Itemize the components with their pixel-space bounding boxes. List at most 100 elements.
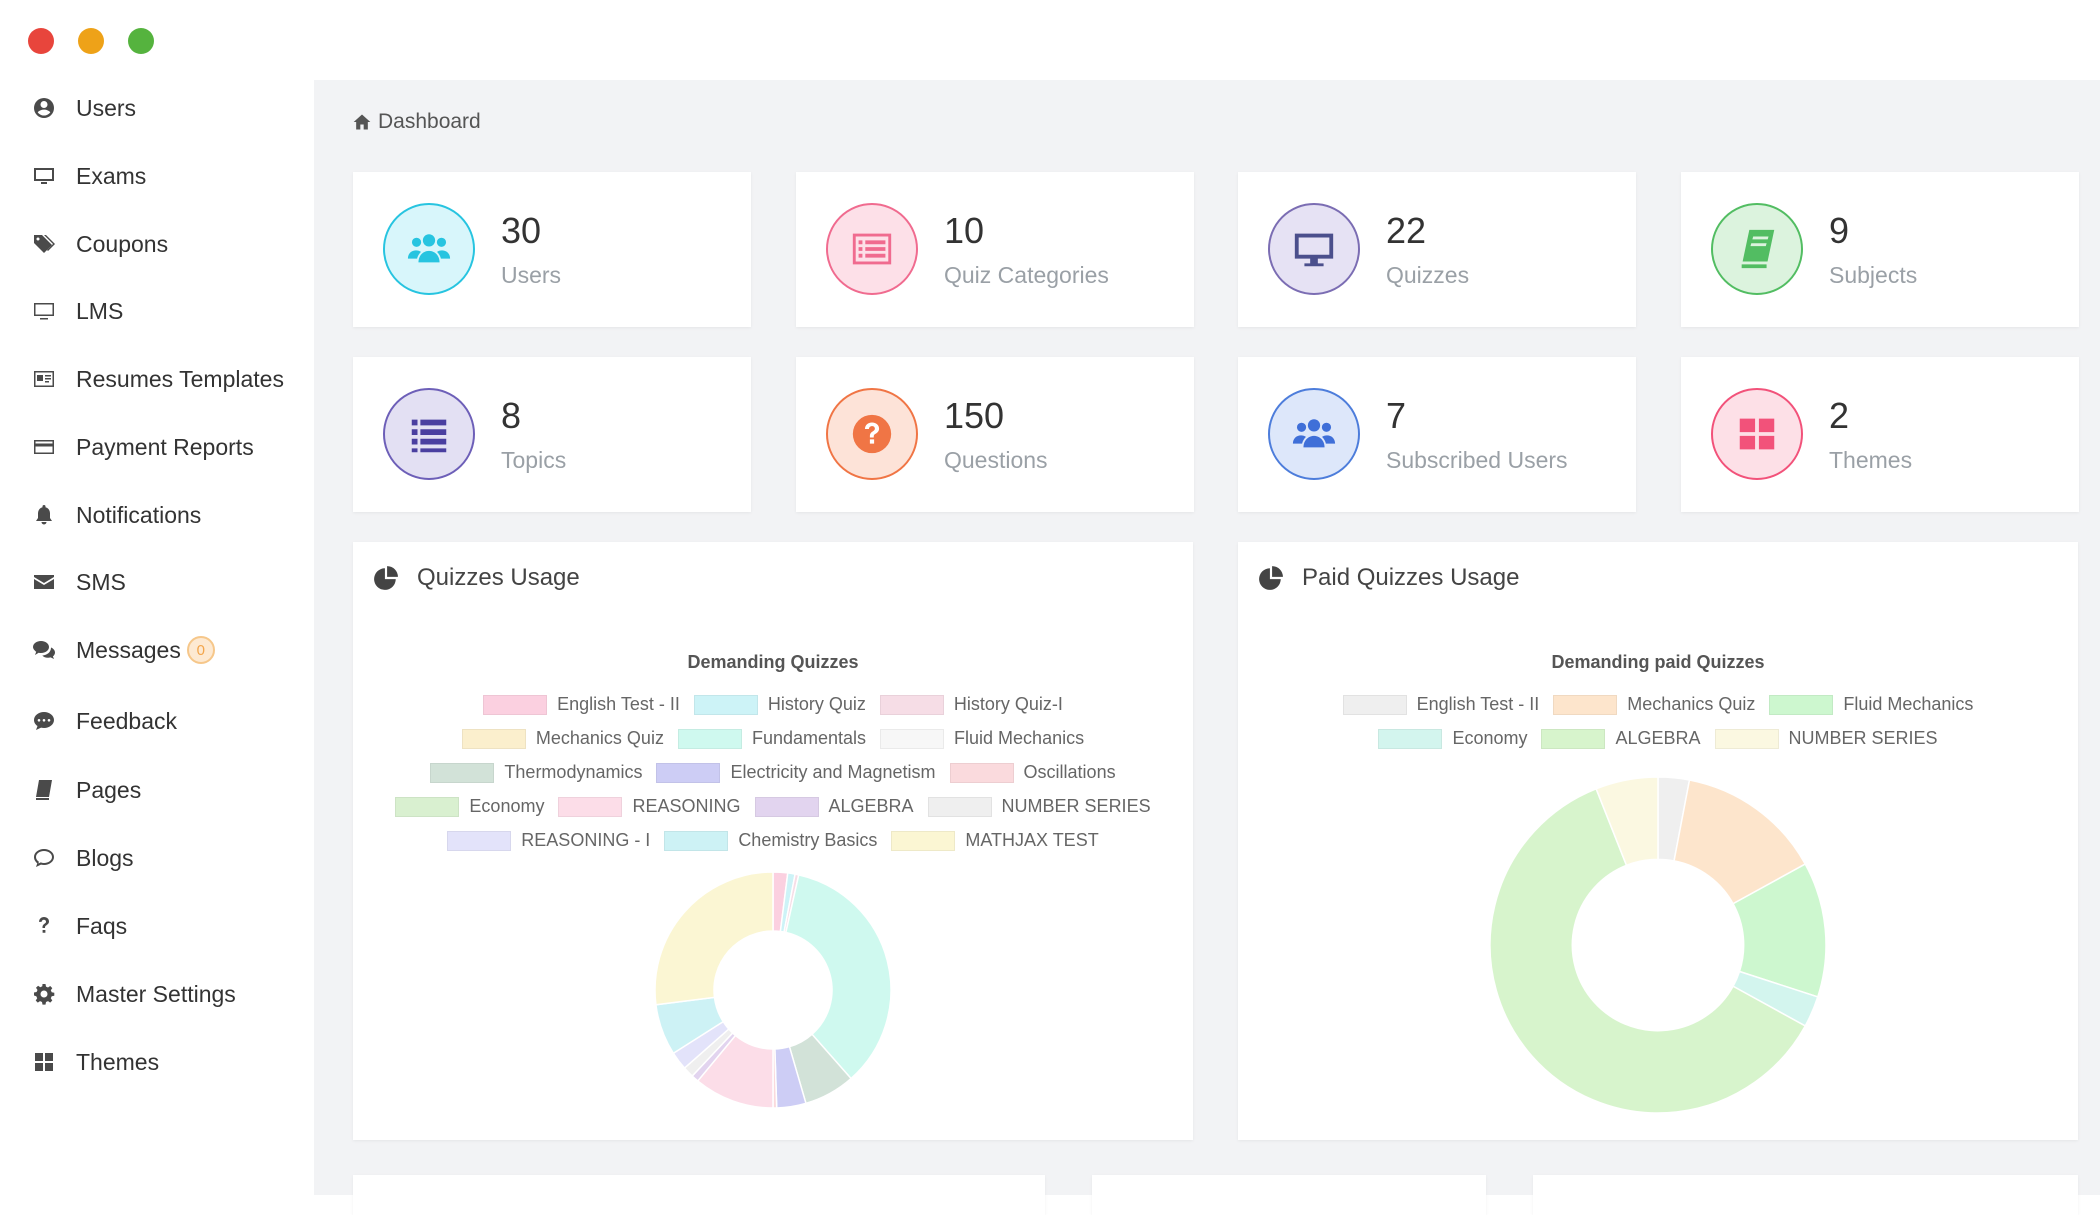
id-card-icon xyxy=(30,365,58,393)
legend-swatch xyxy=(1769,694,1834,715)
stat-card-subscribed-users[interactable]: 7 Subscribed Users xyxy=(1238,357,1636,512)
comments-icon xyxy=(30,636,58,664)
stat-card-themes[interactable]: 2 Themes xyxy=(1681,357,2079,512)
legend-label: MATHJAX TEST xyxy=(965,830,1099,850)
legend-item[interactable]: Mechanics Quiz xyxy=(1553,694,1755,715)
window-maximize-button[interactable] xyxy=(128,28,154,54)
sidebar-item-sms[interactable]: SMS xyxy=(30,557,126,607)
legend-item[interactable]: NUMBER SERIES xyxy=(1714,728,1938,749)
chart-header: Quizzes Usage xyxy=(373,564,580,592)
sidebar-item-exams[interactable]: Exams xyxy=(30,151,146,201)
paid-quizzes-usage-card: Paid Quizzes Usage Demanding paid Quizze… xyxy=(1238,542,2078,1140)
comment-dots-icon xyxy=(30,707,58,735)
sidebar-item-users[interactable]: Users xyxy=(30,83,136,133)
stat-card-quiz-categories[interactable]: 10 Quiz Categories xyxy=(796,172,1194,327)
quizzes-donut-chart xyxy=(654,871,892,1109)
sidebar-item-lms[interactable]: LMS xyxy=(30,286,123,336)
sidebar-item-label: Themes xyxy=(76,1048,160,1075)
stat-card-subjects[interactable]: 9 Subjects xyxy=(1681,172,2079,327)
stat-label: Topics xyxy=(501,447,567,473)
stat-card-topics[interactable]: 8 Topics xyxy=(353,357,751,512)
donut-slice-mathjax-test[interactable] xyxy=(654,871,774,1006)
list-icon xyxy=(383,388,475,480)
legend-swatch xyxy=(1541,728,1606,749)
legend-item[interactable]: Oscillations xyxy=(949,762,1116,783)
sidebar-item-resumes-templates[interactable]: Resumes Templates xyxy=(30,354,284,404)
chart-legend-row: REASONING - I Chemistry Basics MATHJAX T… xyxy=(353,830,1193,851)
legend-swatch xyxy=(430,762,495,783)
stat-card-quizzes[interactable]: 22 Quizzes xyxy=(1238,172,1636,327)
pie-chart-icon xyxy=(1259,566,1283,590)
legend-item[interactable]: Fluid Mechanics xyxy=(880,728,1084,749)
stat-label: Quiz Categories xyxy=(944,262,1109,288)
sidebar-item-messages[interactable]: Messages 0 xyxy=(30,625,215,675)
main-content: Dashboard 30 Users 10 Quiz Categories 22… xyxy=(314,80,2100,1215)
sidebar-item-pages[interactable]: Pages xyxy=(30,765,141,815)
legend-item[interactable]: REASONING xyxy=(558,796,741,817)
sidebar-item-themes[interactable]: Themes xyxy=(30,1037,159,1087)
window-close-button[interactable] xyxy=(28,28,54,54)
legend-label: Electricity and Magnetism xyxy=(730,762,936,782)
legend-swatch xyxy=(949,762,1014,783)
legend-item[interactable]: NUMBER SERIES xyxy=(927,796,1151,817)
legend-item[interactable]: Economy xyxy=(1378,728,1527,749)
legend-item[interactable]: English Test - II xyxy=(483,694,680,715)
stat-card-users[interactable]: 30 Users xyxy=(353,172,751,327)
bottom-card-middle xyxy=(1092,1175,1486,1215)
sidebar-item-feedback[interactable]: Feedback xyxy=(30,696,177,746)
sidebar-item-label: Master Settings xyxy=(76,980,236,1007)
legend-item[interactable]: REASONING - I xyxy=(447,830,650,851)
legend-swatch xyxy=(447,830,512,851)
legend-item[interactable]: MATHJAX TEST xyxy=(891,830,1099,851)
sidebar-item-notifications[interactable]: Notifications xyxy=(30,490,201,540)
legend-item[interactable]: Thermodynamics xyxy=(430,762,642,783)
sidebar-item-label: Feedback xyxy=(76,707,178,734)
legend-swatch xyxy=(693,694,758,715)
legend-item[interactable]: History Quiz-I xyxy=(879,694,1063,715)
breadcrumb[interactable]: Dashboard xyxy=(352,110,481,134)
speech-bubble-icon xyxy=(30,844,58,872)
legend-item[interactable]: ALGEBRA xyxy=(754,796,914,817)
stat-value: 10 xyxy=(944,210,985,251)
window-minimize-button[interactable] xyxy=(78,28,104,54)
sidebar-item-faqs[interactable]: Faqs xyxy=(30,901,127,951)
stat-value: 150 xyxy=(944,395,1005,436)
legend-item[interactable]: Electricity and Magnetism xyxy=(656,762,936,783)
quizzes-usage-card: Quizzes Usage Demanding Quizzes English … xyxy=(353,542,1193,1140)
legend-label: History Quiz-I xyxy=(953,694,1063,714)
legend-item[interactable]: Economy xyxy=(395,796,544,817)
donut-slice-number-series[interactable] xyxy=(1595,776,1659,867)
sidebar-item-blogs[interactable]: Blogs xyxy=(30,833,134,883)
legend-item[interactable]: English Test - II xyxy=(1342,694,1539,715)
donut-slice-fundamentals[interactable] xyxy=(784,873,892,1080)
stat-value: 7 xyxy=(1386,395,1407,436)
legend-item[interactable]: History Quiz xyxy=(693,694,866,715)
donut-slice-algebra[interactable] xyxy=(1489,787,1807,1114)
stat-card-questions[interactable]: 150 Questions xyxy=(796,357,1194,512)
legend-item[interactable]: Chemistry Basics xyxy=(664,830,877,851)
legend-label: Economy xyxy=(469,796,545,816)
sidebar-item-label: Notifications xyxy=(76,501,202,528)
sidebar-item-label: LMS xyxy=(76,297,124,324)
stat-label: Subscribed Users xyxy=(1386,447,1568,473)
legend-item[interactable]: Fundamentals xyxy=(677,728,866,749)
legend-swatch xyxy=(1714,728,1779,749)
sidebar-item-master-settings[interactable]: Master Settings xyxy=(30,969,236,1019)
legend-swatch xyxy=(879,694,944,715)
chart-subtitle: Demanding paid Quizzes xyxy=(1551,652,1765,672)
pie-chart-icon xyxy=(374,566,398,590)
legend-swatch xyxy=(395,796,460,817)
legend-item[interactable]: Fluid Mechanics xyxy=(1769,694,1973,715)
desktop-icon xyxy=(1268,203,1360,295)
bottom-card-left xyxy=(353,1175,1045,1215)
sidebar-item-payment-reports[interactable]: Payment Reports xyxy=(30,422,254,472)
chart-header: Paid Quizzes Usage xyxy=(1258,564,1519,592)
desktop-icon xyxy=(30,297,58,325)
legend-item[interactable]: ALGEBRA xyxy=(1541,728,1701,749)
legend-label: ALGEBRA xyxy=(828,796,914,816)
legend-swatch xyxy=(891,830,956,851)
legend-item[interactable]: Mechanics Quiz xyxy=(461,728,664,749)
users-icon xyxy=(383,203,475,295)
sidebar-item-coupons[interactable]: Coupons xyxy=(30,219,168,269)
chart-title: Quizzes Usage xyxy=(417,564,580,591)
